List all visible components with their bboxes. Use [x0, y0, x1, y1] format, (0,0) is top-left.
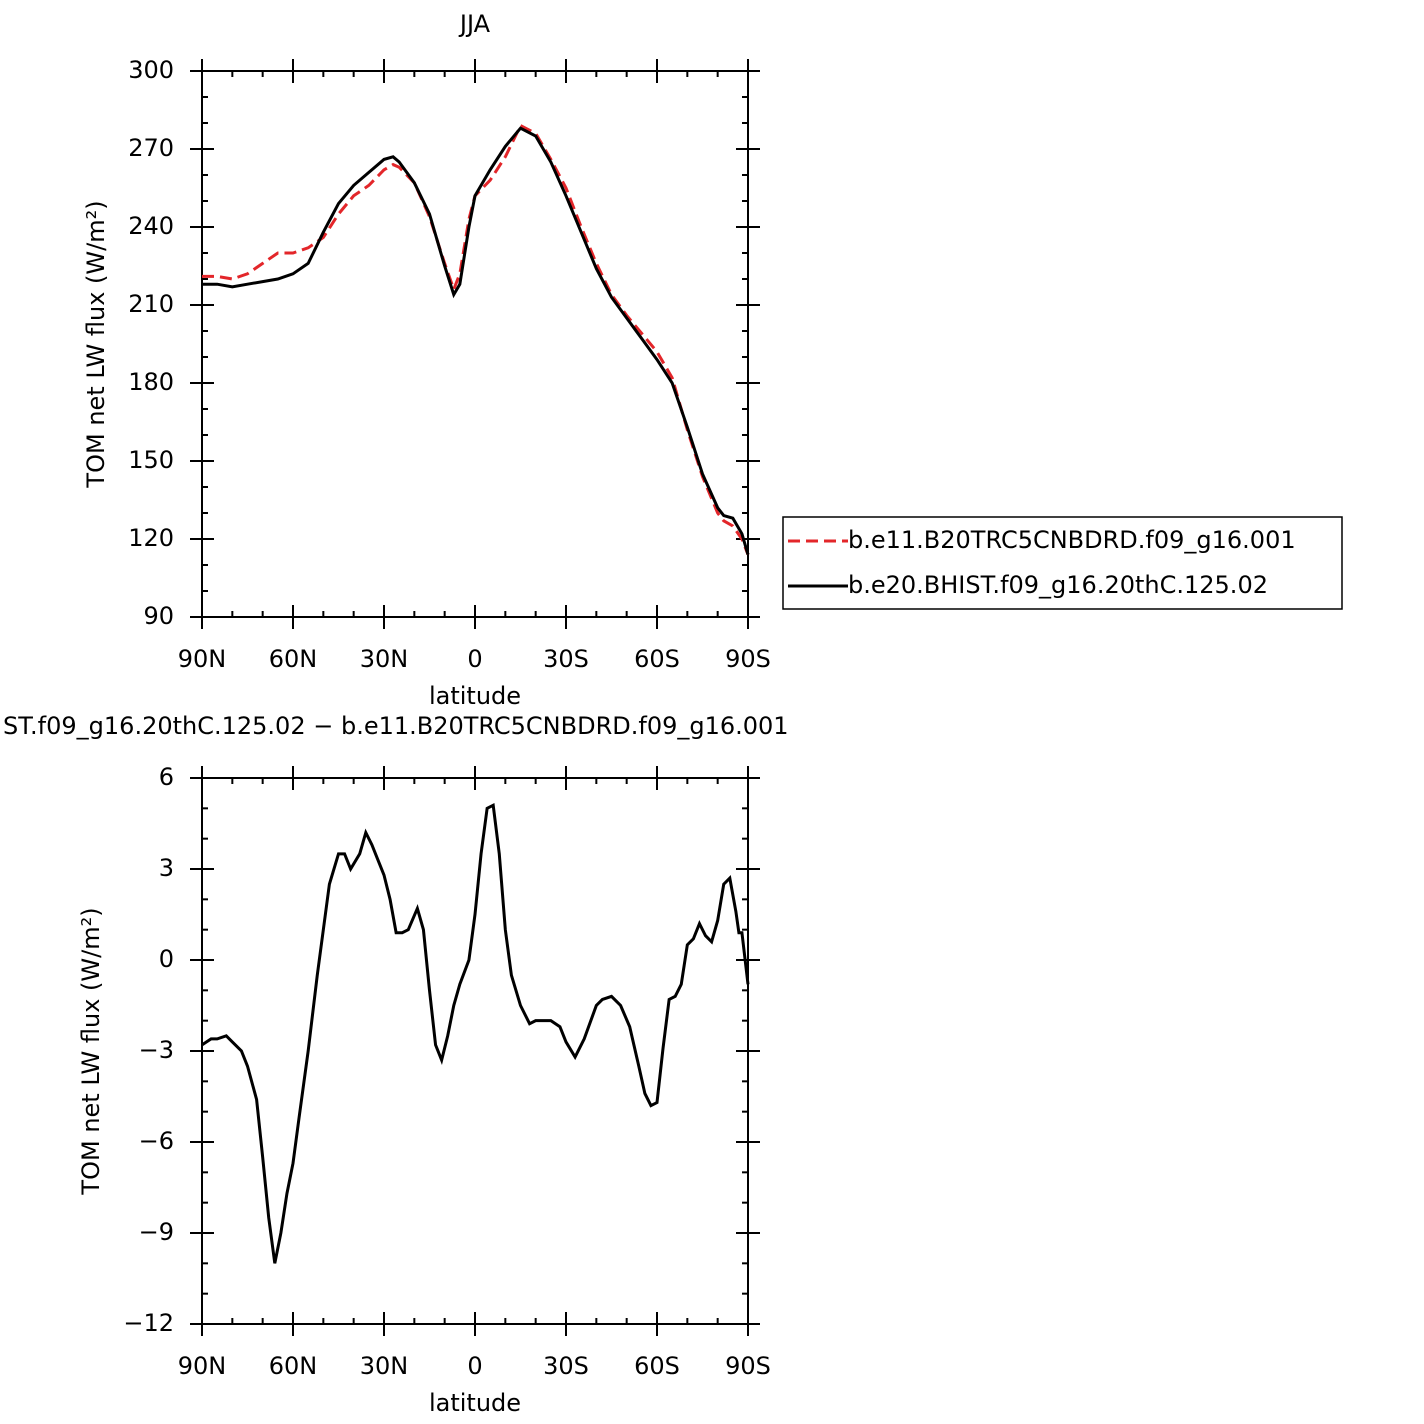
x-tick-label: 90N	[178, 1352, 227, 1380]
legend-box	[782, 516, 1343, 610]
y-tick-label: 270	[128, 134, 174, 162]
x-tick-label: 60N	[269, 645, 318, 673]
plot-frame	[201, 777, 749, 1325]
y-tick-label: 300	[128, 56, 174, 84]
y-tick-label: 6	[159, 763, 174, 791]
x-tick-label: 60S	[634, 645, 680, 673]
x-tick-label: 0	[467, 645, 482, 673]
y-tick-label: 90	[143, 602, 174, 630]
y-tick-label: 0	[159, 945, 174, 973]
y-tick-label: 180	[128, 368, 174, 396]
data-line	[202, 126, 750, 556]
y-tick-label: −6	[139, 1127, 174, 1155]
legend-label: b.e11.B20TRC5CNBDRD.f09_g16.001	[848, 526, 1296, 554]
y-axis-label: TOM net LW flux (W/m²)	[77, 907, 105, 1195]
x-axis-label: latitude	[429, 1389, 521, 1417]
x-tick-label: 30N	[360, 645, 409, 673]
data-line	[202, 123, 750, 556]
x-tick-label: 30S	[543, 1352, 589, 1380]
data-line	[201, 803, 750, 1264]
y-tick-label: 3	[159, 854, 174, 882]
plot-frame	[201, 70, 749, 618]
y-tick-label: 210	[128, 290, 174, 318]
y-axis-label: TOM net LW flux (W/m²)	[82, 200, 110, 488]
x-tick-label: 30N	[360, 1352, 409, 1380]
chart-title: ST.f09_g16.20thC.125.02 − b.e11.B20TRC5C…	[3, 712, 789, 740]
x-tick-label: 60N	[269, 1352, 318, 1380]
x-tick-label: 90N	[178, 645, 227, 673]
y-tick-label: 240	[128, 212, 174, 240]
legend-label: b.e20.BHIST.f09_g16.20thC.125.02	[848, 571, 1268, 599]
x-tick-label: 30S	[543, 645, 589, 673]
y-tick-label: 150	[128, 446, 174, 474]
y-tick-label: −3	[139, 1036, 174, 1064]
x-tick-label: 0	[467, 1352, 482, 1380]
y-tick-label: −12	[123, 1309, 174, 1337]
y-tick-label: −9	[139, 1218, 174, 1246]
x-axis-label: latitude	[429, 682, 521, 710]
chart-title: JJA	[458, 10, 491, 38]
x-tick-label: 90S	[725, 1352, 771, 1380]
x-tick-label: 90S	[725, 645, 771, 673]
y-tick-label: 120	[128, 524, 174, 552]
x-tick-label: 60S	[634, 1352, 680, 1380]
